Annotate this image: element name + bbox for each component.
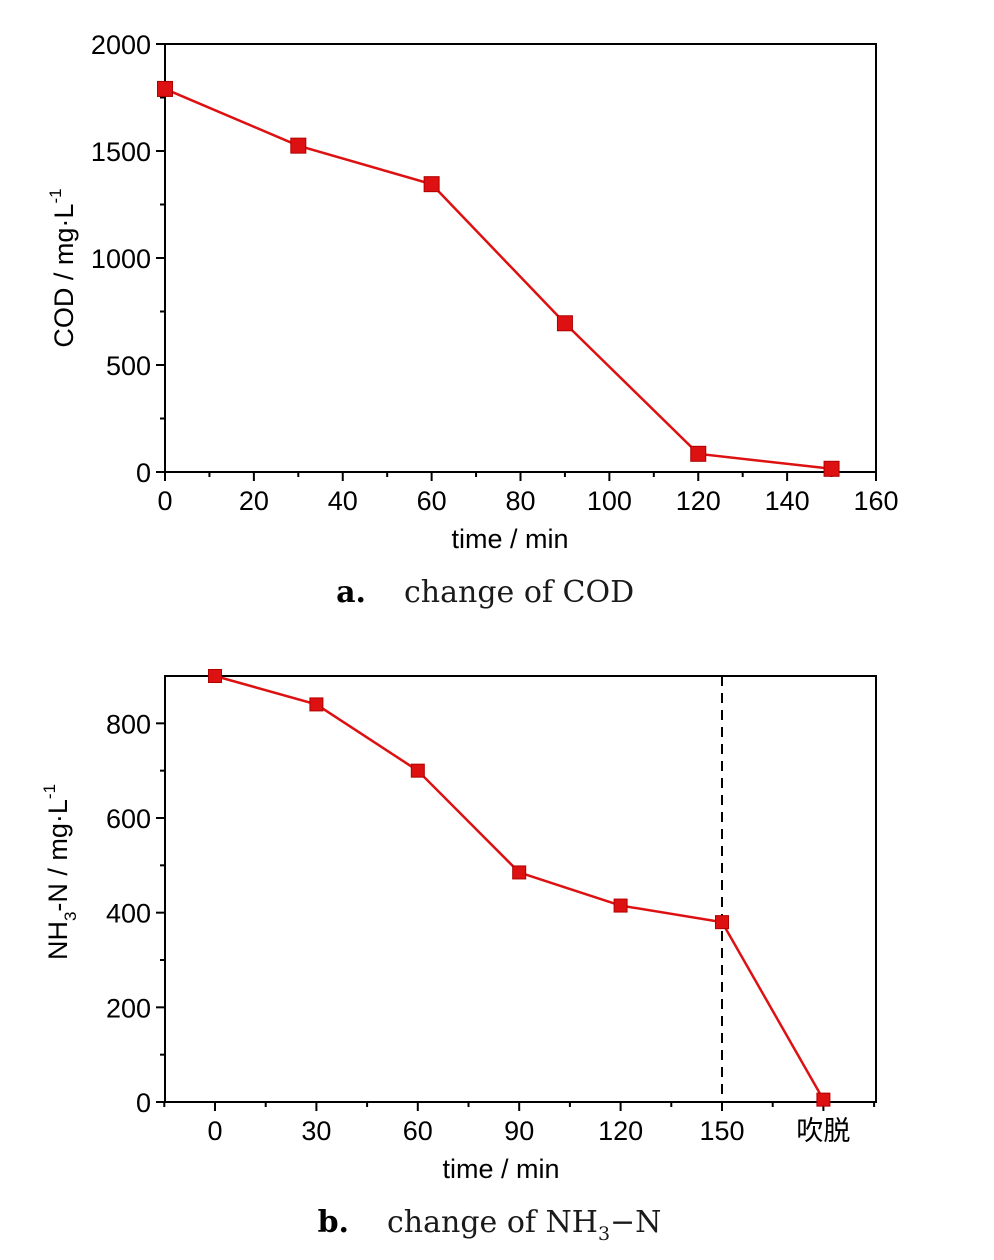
y-axis-title-sub: 3 (61, 912, 80, 921)
y-axis-title: NH3-N / mg·L-1 (40, 784, 80, 960)
svg-text:NH3-N / mg·L-1: NH3-N / mg·L-1 (40, 784, 80, 960)
chart-cod: 0 500 1000 1500 2000 0 20 40 60 80 100 120 140 160 t… (46, 30, 899, 610)
data-point (423, 176, 440, 193)
y-axis-title-part-1: NH (43, 921, 73, 960)
x-tick-label: 0 (157, 486, 172, 516)
caption-b: b. change of NH3−N (318, 1205, 662, 1245)
data-point (208, 669, 222, 683)
data-point (715, 915, 729, 930)
data-point (613, 898, 628, 913)
data-point (690, 445, 707, 462)
y-axis-title-part-2: -N / mg·L (43, 799, 73, 912)
x-tick-label: 160 (853, 486, 898, 516)
data-point (290, 137, 307, 154)
chart-nh3n: 0 200 400 600 800 0 30 60 90 120 150 吹脱 time / min… (40, 669, 877, 1245)
data-point (512, 865, 527, 880)
caption-letter: a. (336, 575, 366, 610)
y-axis: 0 500 1000 1500 2000 (91, 30, 165, 488)
series-line (214, 674, 825, 1101)
y-axis-title-sup: -1 (40, 784, 59, 799)
x-tick-label: 140 (765, 486, 810, 516)
x-tick-label: 80 (505, 486, 535, 516)
y-tick-label: 500 (106, 351, 151, 381)
data-point (556, 315, 573, 332)
y-tick-label: 1000 (91, 244, 151, 274)
x-tick-label: 120 (598, 1116, 643, 1146)
y-tick-label: 1500 (91, 137, 151, 167)
plot-frame (164, 675, 877, 1103)
x-tick-label: 0 (207, 1116, 222, 1146)
x-tick-label: 30 (301, 1116, 331, 1146)
y-tick-label: 0 (136, 458, 151, 488)
caption-part-1: change of NH (387, 1205, 598, 1240)
caption-part-2: −N (610, 1205, 661, 1240)
x-tick-label: 吹脱 (796, 1116, 850, 1146)
svg-text:COD / mg·L-1: COD / mg·L-1 (46, 188, 79, 347)
x-tick-label: 90 (504, 1116, 534, 1146)
series (157, 80, 840, 477)
caption-letter: b. (318, 1205, 349, 1240)
plot-frame (164, 43, 877, 473)
y-tick-label: 2000 (91, 30, 151, 60)
data-point (410, 763, 425, 778)
x-tick-label: 60 (417, 486, 447, 516)
y-tick-label: 400 (106, 899, 151, 929)
x-axis: 0 30 60 90 120 150 吹脱 (163, 1102, 876, 1146)
caption-sub: 3 (598, 1223, 610, 1245)
data-point (816, 1092, 831, 1107)
series-line (164, 87, 832, 471)
y-axis-title-sup: -1 (46, 188, 65, 203)
y-tick-label: 0 (136, 1088, 151, 1118)
y-tick-label: 800 (106, 709, 151, 739)
data-point (157, 80, 173, 97)
y-axis-title-main: COD / mg·L (49, 204, 79, 348)
y-axis-title: COD / mg·L-1 (46, 188, 79, 347)
caption-text: change of COD (404, 575, 634, 610)
x-tick-label: 40 (328, 486, 358, 516)
x-tick-label: 150 (699, 1116, 744, 1146)
data-point (823, 460, 840, 477)
svg-text:change of NH3−N: change of NH3−N (387, 1205, 661, 1245)
y-axis: 0 200 400 600 800 (106, 709, 165, 1118)
x-axis-title: time / min (442, 1154, 559, 1184)
x-tick-label: 60 (403, 1116, 433, 1146)
x-axis-title: time / min (451, 524, 568, 554)
x-tick-label: 20 (239, 486, 269, 516)
data-point (309, 697, 324, 712)
series (208, 669, 831, 1107)
y-tick-label: 600 (106, 804, 151, 834)
y-tick-label: 200 (106, 993, 151, 1023)
x-tick-label: 100 (587, 486, 632, 516)
x-axis: 0 20 40 60 80 100 120 140 160 (157, 472, 899, 516)
x-tick-label: 120 (676, 486, 721, 516)
caption-a: a. change of COD (336, 575, 634, 610)
